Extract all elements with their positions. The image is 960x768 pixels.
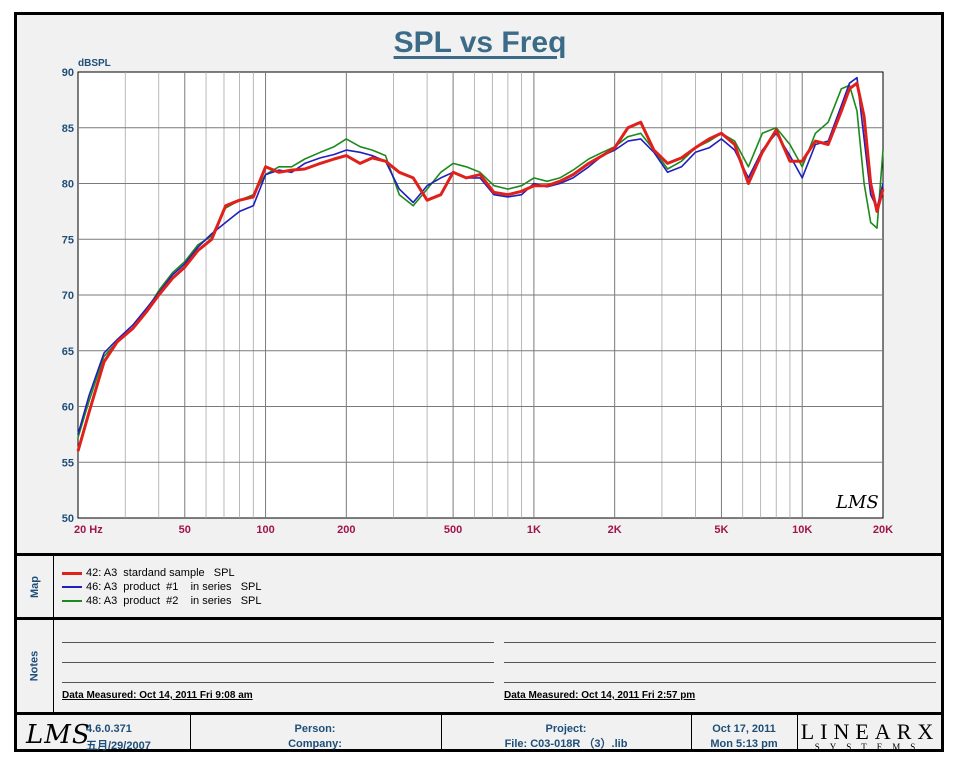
lms-watermark-logo: LMS	[835, 492, 879, 513]
project-info: Project: File: C03-018R （3）.lib	[441, 722, 691, 752]
x-tick-label: 500	[444, 524, 462, 536]
x-tick-label: 50	[179, 524, 191, 536]
x-tick-label: 20K	[873, 524, 893, 536]
map-divider-top	[14, 553, 944, 556]
notes-divider-top	[14, 617, 944, 620]
x-tick-label: 2K	[608, 524, 622, 536]
legend-label: 42: A3 stardand sample SPL	[86, 567, 235, 579]
note-line	[62, 682, 494, 683]
legend-swatch	[62, 586, 82, 588]
y-tick-label: 70	[62, 290, 74, 302]
linearx-logo: LINEARX SYSTEMS	[800, 719, 940, 752]
notes-side-label: Notes	[28, 650, 41, 682]
series-line-1	[76, 81, 885, 452]
y-tick-label: 85	[62, 123, 74, 135]
person-label: Person:	[294, 723, 336, 735]
legend-swatch	[62, 600, 82, 602]
footer-divider	[797, 715, 798, 752]
x-tick-label: 1K	[527, 524, 541, 536]
x-tick-label: 10K	[792, 524, 812, 536]
map-label-divider	[53, 556, 54, 618]
legend-label: 48: A3 product #2 in series SPL	[86, 595, 262, 607]
report-datetime: Oct 17, 2011 Mon 5:13 pm	[691, 722, 797, 752]
legend-label: 46: A3 product #1 in series SPL	[86, 581, 262, 593]
legend-item: 46: A3 product #1 in series SPL	[62, 580, 262, 594]
note-line	[62, 642, 494, 643]
y-tick-label: 65	[62, 346, 74, 358]
software-version: 4.6.0.371	[86, 723, 132, 735]
x-tick-label: 5K	[714, 524, 728, 536]
footer-divider	[190, 715, 191, 752]
y-tick-label: 90	[62, 67, 74, 79]
report-date: Oct 17, 2011	[712, 723, 776, 735]
left-measured-date: Data Measured: Oct 14, 2011 Fri 9:08 am	[62, 690, 253, 701]
x-tick-label: 200	[337, 524, 355, 536]
notes-label-divider	[53, 620, 54, 712]
legend-swatch	[62, 571, 82, 575]
note-line	[504, 682, 936, 683]
lms-logo: LMS	[26, 720, 91, 750]
y-tick-label: 75	[62, 234, 74, 246]
report-time: Mon 5:13 pm	[710, 738, 778, 750]
y-tick-label: 50	[62, 513, 74, 525]
y-tick-label: 60	[62, 402, 74, 414]
build-date: 五月/29/2007	[86, 740, 151, 752]
legend-item: 42: A3 stardand sample SPL	[62, 566, 235, 580]
note-line	[62, 662, 494, 663]
file-label: File: C03-018R （3）.lib	[504, 738, 628, 750]
footer-divider-top	[14, 712, 944, 715]
legend-item: 48: A3 product #2 in series SPL	[62, 594, 262, 608]
note-line	[504, 642, 936, 643]
chart-title: SPL vs Freq	[393, 26, 567, 59]
x-tick-label: 20 Hz	[74, 524, 103, 536]
note-line	[504, 662, 936, 663]
company-label: Company:	[288, 738, 342, 750]
y-axis-label: dBSPL	[78, 58, 111, 69]
series-lines	[76, 76, 885, 452]
person-company: Person: Company:	[190, 722, 440, 752]
map-side-label: Map	[28, 576, 41, 598]
svg-text:LMS: LMS	[835, 492, 879, 513]
right-measured-date: Data Measured: Oct 14, 2011 Fri 2:57 pm	[504, 690, 696, 701]
y-tick-label: 55	[62, 457, 74, 469]
footer-divider	[441, 715, 442, 752]
x-tick-label: 100	[256, 524, 274, 536]
footer-divider	[691, 715, 692, 752]
y-tick-label: 80	[62, 179, 74, 191]
project-label: Project:	[545, 723, 587, 735]
